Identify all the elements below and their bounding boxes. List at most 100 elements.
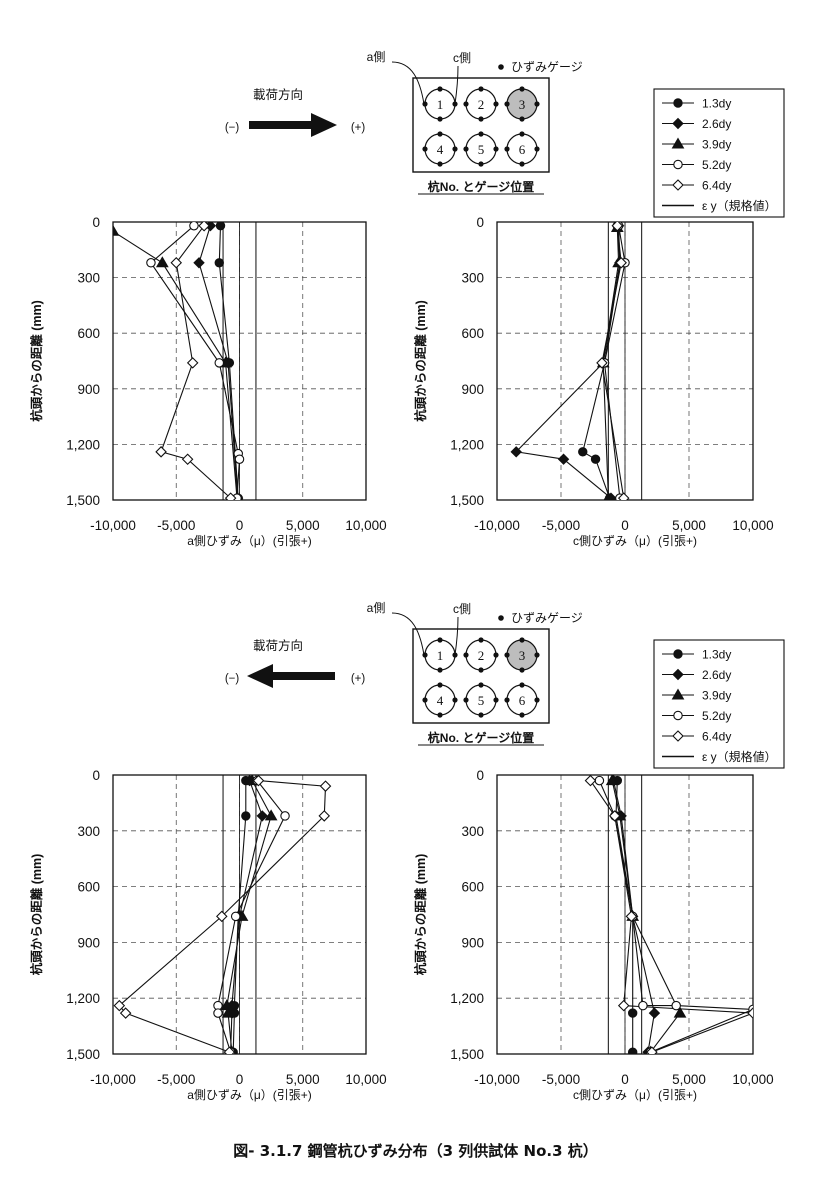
x-axis-label: a側ひずみ（μ）(引張+): [187, 534, 312, 548]
pile-number: 3: [519, 97, 526, 112]
strain-gauge-dot: [437, 667, 443, 673]
series-group: [113, 775, 332, 1054]
data-point: [223, 1046, 236, 1054]
y-tick-label: 1,200: [450, 991, 484, 1006]
data-point: [224, 492, 237, 500]
strain-gauge-dot: [519, 86, 525, 92]
strain-gauge-dot: [437, 682, 443, 688]
x-tick-label: 5,000: [286, 518, 320, 533]
data-point: [193, 257, 205, 269]
strain-gauge-dot: [437, 161, 443, 167]
strain-gauge-dot: [534, 101, 540, 107]
strain-gauge-dot: [463, 101, 469, 107]
strain-gauge-dot: [519, 161, 525, 167]
gauge-legend-dot: [498, 615, 504, 621]
x-tick-label: 10,000: [345, 518, 386, 533]
strain-gauge-dot: [422, 146, 428, 152]
y-tick-label: 1,500: [66, 493, 100, 508]
y-axis-label: 杭頭からの距離 (mm): [413, 300, 428, 422]
data-point: [214, 258, 224, 268]
gauge-legend-label: ひずみゲージ: [511, 60, 583, 74]
y-tick-label: 300: [77, 824, 100, 839]
data-point: [241, 811, 251, 821]
data-point: [617, 492, 630, 500]
data-point: [671, 1000, 681, 1011]
pile-number: 2: [478, 97, 485, 112]
chart-top-c: -10,000 -5,000 0 5,000 10,000 0 300 600 900 1,200…: [413, 215, 774, 548]
a-side-label: a側: [367, 50, 386, 64]
plot-frame: [112, 774, 367, 1055]
pile-number: 5: [478, 142, 485, 157]
figure-caption: 図- 3.1.7 鋼管杭ひずみ分布（3 列供試体 No.3 杭）: [233, 1142, 598, 1160]
strain-gauge-dot: [437, 637, 443, 643]
x-tick-label: -5,000: [157, 1072, 195, 1087]
y-axis-label: 杭頭からの距離 (mm): [29, 854, 44, 976]
data-point: [264, 809, 278, 821]
y-axis-label: 杭頭からの距離 (mm): [29, 300, 44, 422]
minus-label: (−): [225, 122, 240, 134]
x-tick-label: -10,000: [90, 518, 136, 533]
x-tick-label: -10,000: [90, 1072, 136, 1087]
data-point: [155, 446, 167, 458]
legend-label: 3.9dy: [702, 689, 731, 703]
arrow-right-icon: [311, 113, 337, 137]
x-tick-label: -5,000: [157, 518, 195, 533]
strain-gauge-dot: [478, 682, 484, 688]
legend-label: 6.4dy: [702, 730, 731, 744]
x-axis-label: c側ひずみ（μ）(引張+): [573, 1088, 697, 1102]
gauge-legend-dot: [498, 64, 504, 70]
pile-number: 6: [519, 142, 526, 157]
y-tick-label: 900: [461, 935, 484, 950]
legend-marker: [673, 649, 683, 659]
strain-gauge-dot: [463, 652, 469, 658]
x-tick-label: 5,000: [286, 1072, 320, 1087]
data-point: [181, 453, 194, 466]
pile-number: 6: [519, 693, 526, 708]
strain-gauge-dot: [422, 697, 428, 703]
minus-label: (−): [225, 673, 240, 685]
y-tick-label: 1,500: [450, 493, 484, 508]
data-point: [113, 224, 120, 236]
c-side-label: c側: [453, 51, 471, 65]
y-tick-label: 1,500: [450, 1047, 484, 1062]
strain-gauge-dot: [478, 86, 484, 92]
data-point: [584, 775, 597, 787]
y-tick-label: 1,200: [66, 437, 100, 452]
data-point: [646, 1046, 658, 1054]
data-point: [234, 454, 245, 464]
legend-label: 1.3dy: [702, 648, 731, 662]
x-tick-label: -5,000: [542, 518, 580, 533]
data-point: [617, 999, 630, 1012]
load-direction-label: 載荷方向: [253, 87, 303, 102]
strain-gauge-dot: [519, 682, 525, 688]
legend-marker: [671, 688, 685, 700]
x-tick-label: 5,000: [672, 518, 706, 533]
pile-number: 1: [437, 648, 444, 663]
y-tick-label: 0: [92, 215, 100, 230]
series-line: [601, 225, 625, 499]
legend-box: [653, 639, 785, 769]
arrow-left-icon: [247, 664, 273, 688]
c-side-leader: [454, 616, 459, 656]
x-tick-label: 10,000: [732, 1072, 773, 1087]
y-axis-label: 杭頭からの距離 (mm): [413, 854, 428, 976]
load-arrow-shaft: [271, 672, 335, 680]
data-point: [627, 1008, 638, 1018]
data-point: [557, 453, 570, 465]
legend-marker: [673, 159, 683, 170]
data-point: [638, 1000, 648, 1011]
series-line: [160, 225, 231, 499]
legend-marker: [671, 137, 685, 149]
legend-label: 1.3dy: [702, 97, 731, 111]
x-axis-label: c側ひずみ（μ）(引張+): [573, 534, 697, 548]
legend-label: 5.2dy: [702, 158, 731, 172]
strain-gauge-dot: [519, 637, 525, 643]
y-tick-label: 300: [77, 271, 100, 286]
legend-label: 2.6dy: [702, 117, 731, 131]
data-point: [747, 1007, 753, 1019]
legend-marker: [672, 117, 684, 130]
data-point: [213, 1008, 223, 1018]
y-tick-label: 900: [77, 935, 100, 950]
load-direction-label: 載荷方向: [253, 638, 303, 653]
